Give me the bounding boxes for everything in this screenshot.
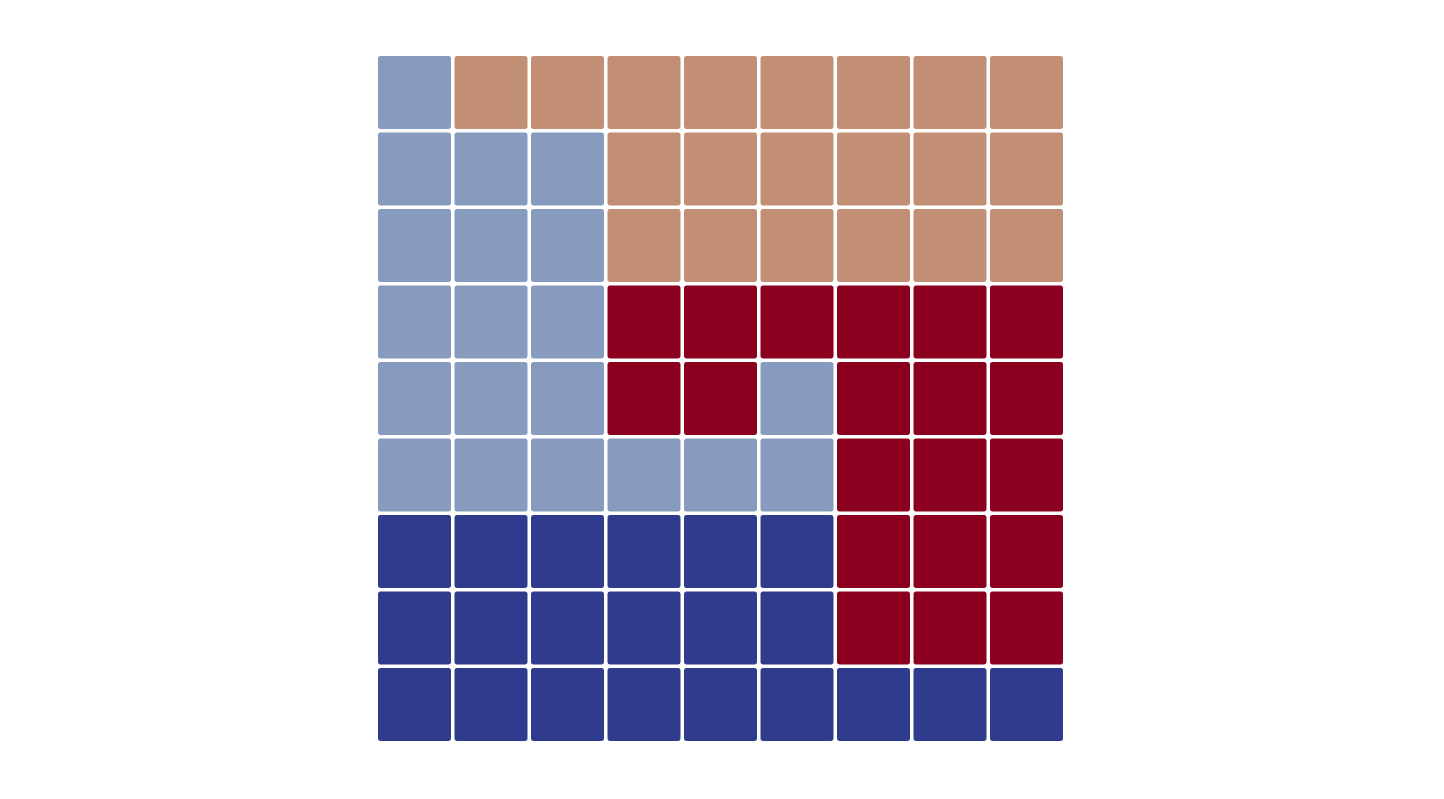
waffle-cell-r4-c5-B [760, 362, 834, 435]
waffle-cell-r8-c0-D [378, 668, 451, 741]
waffle-cell-r8-c3-D [607, 668, 681, 741]
waffle-cell-r4-c6-C [837, 362, 910, 435]
waffle-cell-r4-c1-B [454, 362, 528, 435]
waffle-cell-r6-c8-C [990, 515, 1063, 588]
waffle-cell-r3-c5-C [760, 285, 834, 359]
waffle-cell-r3-c3-C [607, 285, 681, 359]
waffle-cell-r6-c5-D [760, 515, 834, 588]
waffle-cell-r7-c6-C [837, 591, 910, 665]
waffle-cell-r7-c4-D [684, 591, 757, 665]
waffle-cell-r2-c2-B [531, 209, 604, 282]
waffle-cell-r0-c3-A [607, 56, 681, 129]
waffle-cell-r4-c8-C [990, 362, 1063, 435]
waffle-cell-r0-c0-B [378, 56, 451, 129]
waffle-cell-r3-c6-C [837, 285, 910, 359]
waffle-cell-r1-c1-B [454, 132, 528, 206]
waffle-cell-r6-c1-D [454, 515, 528, 588]
waffle-cell-r7-c0-D [378, 591, 451, 665]
waffle-cell-r6-c0-D [378, 515, 451, 588]
waffle-cell-r6-c3-D [607, 515, 681, 588]
waffle-cell-r2-c5-A [760, 209, 834, 282]
waffle-cell-r5-c3-B [607, 438, 681, 512]
waffle-cell-r5-c6-C [837, 438, 910, 512]
waffle-cell-r7-c1-D [454, 591, 528, 665]
waffle-cell-r3-c8-C [990, 285, 1063, 359]
waffle-cell-r5-c8-C [990, 438, 1063, 512]
waffle-cell-r8-c1-D [454, 668, 528, 741]
waffle-cell-r1-c3-A [607, 132, 681, 206]
waffle-chart [378, 56, 1063, 741]
waffle-cell-r4-c7-C [913, 362, 987, 435]
waffle-cell-r2-c8-A [990, 209, 1063, 282]
waffle-cell-r8-c4-D [684, 668, 757, 741]
waffle-cell-r3-c2-B [531, 285, 604, 359]
waffle-cell-r7-c5-D [760, 591, 834, 665]
waffle-cell-r5-c2-B [531, 438, 604, 512]
waffle-cell-r1-c4-A [684, 132, 757, 206]
waffle-cell-r3-c1-B [454, 285, 528, 359]
waffle-cell-r1-c2-B [531, 132, 604, 206]
waffle-cell-r5-c1-B [454, 438, 528, 512]
waffle-cell-r3-c7-C [913, 285, 987, 359]
waffle-cell-r7-c8-C [990, 591, 1063, 665]
waffle-cell-r2-c0-B [378, 209, 451, 282]
waffle-cell-r3-c0-B [378, 285, 451, 359]
waffle-cell-r0-c5-A [760, 56, 834, 129]
waffle-cell-r8-c6-D [837, 668, 910, 741]
waffle-cell-r7-c2-D [531, 591, 604, 665]
waffle-cell-r8-c2-D [531, 668, 604, 741]
waffle-cell-r2-c6-A [837, 209, 910, 282]
waffle-cell-r6-c7-C [913, 515, 987, 588]
waffle-cell-r2-c3-A [607, 209, 681, 282]
waffle-cell-r0-c8-A [990, 56, 1063, 129]
waffle-cell-r2-c1-B [454, 209, 528, 282]
waffle-cell-r7-c7-C [913, 591, 987, 665]
waffle-cell-r0-c4-A [684, 56, 757, 129]
waffle-cell-r0-c7-A [913, 56, 987, 129]
waffle-cell-r0-c6-A [837, 56, 910, 129]
waffle-cell-r4-c2-B [531, 362, 604, 435]
waffle-cell-r0-c1-A [454, 56, 528, 129]
waffle-cell-r4-c4-C [684, 362, 757, 435]
waffle-cell-r2-c7-A [913, 209, 987, 282]
waffle-cell-r3-c4-C [684, 285, 757, 359]
waffle-cell-r1-c0-B [378, 132, 451, 206]
waffle-cell-r1-c8-A [990, 132, 1063, 206]
waffle-cell-r8-c5-D [760, 668, 834, 741]
waffle-cell-r1-c6-A [837, 132, 910, 206]
waffle-cell-r6-c4-D [684, 515, 757, 588]
waffle-cell-r0-c2-A [531, 56, 604, 129]
waffle-cell-r5-c0-B [378, 438, 451, 512]
waffle-cell-r8-c7-D [913, 668, 987, 741]
waffle-cell-r7-c3-D [607, 591, 681, 665]
waffle-cell-r4-c3-C [607, 362, 681, 435]
waffle-cell-r4-c0-B [378, 362, 451, 435]
waffle-cell-r5-c7-C [913, 438, 987, 512]
waffle-cell-r8-c8-D [990, 668, 1063, 741]
waffle-cell-r5-c5-B [760, 438, 834, 512]
waffle-cell-r2-c4-A [684, 209, 757, 282]
waffle-cell-r1-c7-A [913, 132, 987, 206]
waffle-cell-r6-c2-D [531, 515, 604, 588]
waffle-cell-r5-c4-B [684, 438, 757, 512]
waffle-cell-r1-c5-A [760, 132, 834, 206]
waffle-cell-r6-c6-C [837, 515, 910, 588]
